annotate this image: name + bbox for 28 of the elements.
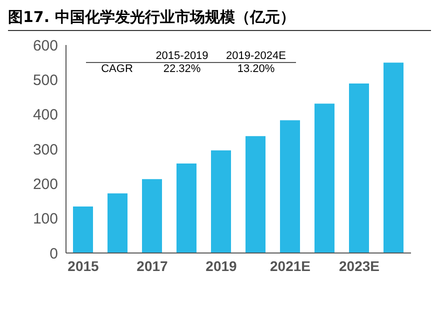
x-tick-label: 2019 [206, 258, 238, 274]
x-tick-label: 2023E [339, 258, 380, 274]
x-tick-label: 2021E [270, 258, 310, 274]
y-tick-label: 500 [32, 72, 58, 89]
y-tick-label: 200 [32, 176, 58, 193]
bar [176, 164, 196, 253]
chart-title: 图17. 中国化学发光行业市场规模（亿元） [8, 8, 431, 31]
bar [246, 136, 266, 253]
annotation: 22.32% [162, 63, 202, 75]
bar [314, 104, 334, 253]
bar [142, 179, 162, 253]
y-tick-label: 600 [32, 37, 58, 54]
annotation: 2015-2019 [154, 50, 210, 62]
bar [349, 83, 369, 253]
annotation: 13.20% [236, 63, 276, 75]
bar [211, 150, 231, 253]
bar [108, 193, 128, 253]
y-tick-label: 0 [50, 245, 58, 262]
bar [73, 206, 93, 253]
x-tick-label: 2017 [136, 258, 168, 274]
y-tick-label: 100 [32, 210, 58, 228]
annotation: CAGR [100, 63, 134, 75]
y-tick-label: 300 [32, 141, 58, 158]
y-tick-label: 400 [32, 106, 58, 124]
x-tick-label: 2015 [68, 258, 100, 274]
annotation: 2019-2024E [225, 50, 287, 62]
bar [280, 120, 300, 253]
bar [384, 62, 404, 253]
